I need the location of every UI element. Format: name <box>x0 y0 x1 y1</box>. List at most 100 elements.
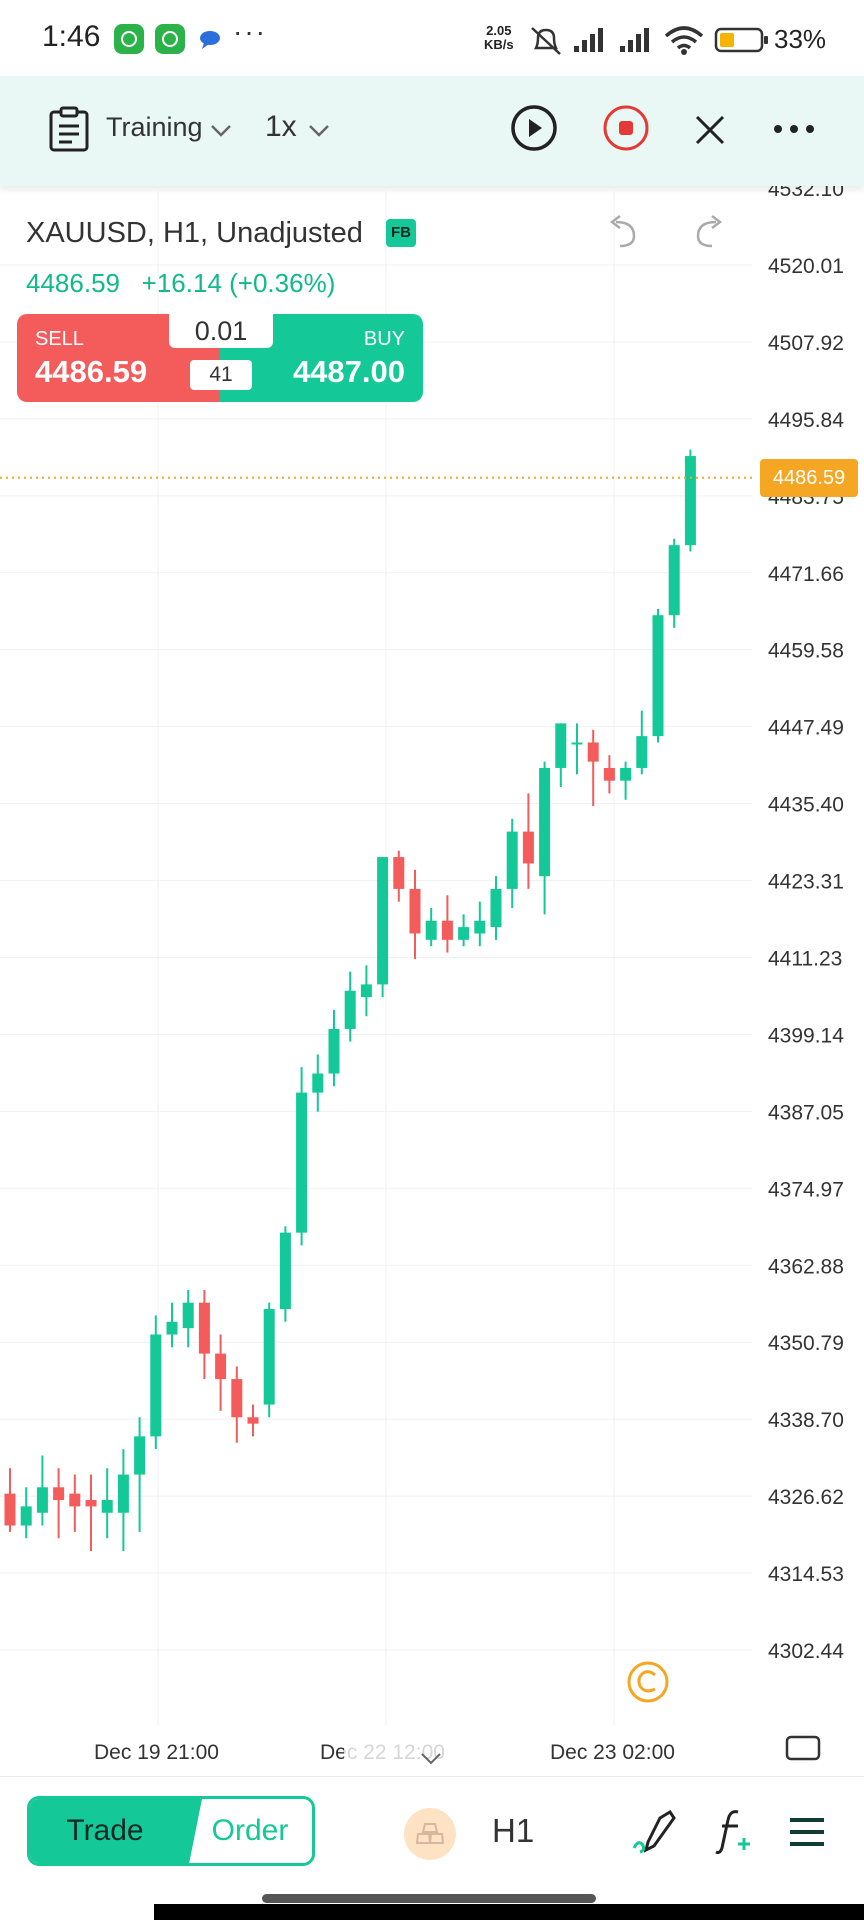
y-tick-label: 4495.84 <box>768 409 844 432</box>
y-tick-label: 4471.66 <box>768 563 844 586</box>
fullscreen-icon[interactable] <box>785 1734 821 1762</box>
candle-body <box>636 736 648 768</box>
chevron-down-icon[interactable] <box>420 1752 442 1766</box>
x-axis-handle[interactable] <box>344 1740 520 1774</box>
trade-order-switch[interactable]: Trade Order <box>27 1796 315 1866</box>
candle-body <box>279 1232 291 1310</box>
candle-body <box>182 1302 194 1329</box>
candle-body <box>101 1500 113 1513</box>
candle-body <box>20 1506 32 1526</box>
candle-body <box>344 990 356 1029</box>
y-tick-label: 4399.14 <box>768 1024 844 1047</box>
current-price-tag-label: 4486.59 <box>772 467 846 489</box>
y-tick-label: 4435.40 <box>768 794 844 817</box>
y-tick-label: 4532.10 <box>768 186 844 201</box>
bell-muted-icon <box>531 27 561 55</box>
whatsapp-icon <box>114 24 144 54</box>
y-tick-label: 4423.31 <box>768 871 844 894</box>
candle-body <box>231 1379 243 1418</box>
wifi-icon <box>664 26 704 55</box>
undo-icon[interactable] <box>606 214 640 250</box>
y-tick-label: 4326.62 <box>768 1486 844 1509</box>
gold-bars-icon[interactable] <box>404 1808 456 1860</box>
fb-badge: FB <box>386 219 416 247</box>
symbol-title[interactable]: XAUUSD, H1, Unadjusted <box>26 217 363 249</box>
sell-price: 4486.59 <box>35 354 148 389</box>
candle-body <box>490 888 502 928</box>
candle-body <box>117 1474 129 1513</box>
candle-body <box>53 1487 65 1501</box>
clipboard-icon[interactable] <box>48 106 92 154</box>
tab-trade[interactable] <box>30 1799 188 1863</box>
whatsapp-business-icon <box>155 24 185 54</box>
y-tick-label: 4338.70 <box>768 1409 844 1432</box>
menu-icon[interactable] <box>788 1816 826 1848</box>
chevron-down-icon[interactable] <box>308 124 330 138</box>
sell-button[interactable]: SELL 4486.59 <box>17 314 220 402</box>
more-options-icon[interactable] <box>772 122 816 136</box>
network-speed-unit: KB/s <box>484 37 514 52</box>
candle-body <box>166 1321 178 1335</box>
timeframe-selector[interactable]: H1 <box>492 1812 535 1849</box>
candle-body <box>603 767 615 781</box>
stop-record-button[interactable] <box>602 104 650 152</box>
candle-body <box>263 1309 275 1405</box>
candle-body <box>360 984 372 998</box>
buy-price: 4487.00 <box>292 354 405 389</box>
candle-body <box>134 1436 146 1475</box>
price-change-line: 4486.59 +16.14 (+0.36%) <box>26 268 335 299</box>
notification-more-icon: ··· <box>233 16 267 47</box>
y-tick-label: 4374.97 <box>768 1178 844 1201</box>
training-toolbar: Training 1x <box>0 76 864 186</box>
network-speed-value: 2.05 <box>486 23 512 38</box>
battery-percent: 33% <box>774 24 827 54</box>
candle-body <box>620 767 632 781</box>
candle-body <box>652 615 664 737</box>
y-tick-label: 4350.79 <box>768 1332 844 1355</box>
candle-body <box>215 1353 227 1380</box>
close-icon[interactable] <box>694 114 726 146</box>
network-speed: 2.05 KB/s <box>484 24 514 52</box>
play-button[interactable] <box>510 104 558 152</box>
tab-order[interactable]: Order <box>211 1814 289 1847</box>
lot-size-input[interactable]: 0.01 <box>169 314 273 348</box>
price-axis[interactable]: 4532.104520.014507.924495.844483.754471.… <box>768 186 844 1663</box>
y-tick-label: 4362.88 <box>768 1255 844 1278</box>
candle-body <box>198 1302 210 1354</box>
candle-body <box>555 723 567 768</box>
x-tick-label: Dec 23 02:00 <box>550 1741 675 1764</box>
candle-body <box>247 1417 259 1424</box>
indicator-icon[interactable] <box>714 1808 754 1856</box>
x-tick-label: Dec 19 21:00 <box>94 1741 219 1764</box>
candle-body <box>441 920 453 940</box>
chevron-down-icon[interactable] <box>210 124 232 138</box>
candle-body <box>377 857 389 985</box>
training-mode-dropdown[interactable]: Training <box>106 112 203 142</box>
y-tick-label: 4411.23 <box>768 947 842 970</box>
y-tick-label: 4387.05 <box>768 1101 844 1124</box>
home-indicator[interactable] <box>262 1894 596 1903</box>
candle-body <box>409 888 421 934</box>
draw-tool-icon[interactable] <box>632 1810 680 1856</box>
candle-body <box>474 920 486 934</box>
candle-body <box>458 927 470 940</box>
redo-icon[interactable] <box>692 214 726 250</box>
price-change: +16.14 (+0.36%) <box>141 268 336 298</box>
current-price-tag: 4486.59 <box>760 459 858 497</box>
playback-speed-dropdown[interactable]: 1x <box>265 110 297 143</box>
candles <box>4 449 696 1551</box>
signal-1-icon <box>574 28 603 52</box>
tab-trade-label[interactable]: Trade <box>66 1814 144 1847</box>
candle-body <box>539 767 551 877</box>
status-time: 1:46 <box>42 20 101 53</box>
candle-body <box>4 1493 16 1526</box>
y-tick-label: 4507.92 <box>768 332 844 355</box>
gold-bars-glyph <box>416 1823 444 1844</box>
candle-body <box>69 1493 81 1507</box>
candle-body <box>85 1500 97 1507</box>
candlestick-chart[interactable]: 4532.104520.014507.924495.844483.754471.… <box>0 186 864 1736</box>
copyright-icon <box>627 1661 669 1703</box>
system-nav-strip <box>154 1904 864 1920</box>
candle-body <box>587 742 599 762</box>
status-bar: 1:46 ··· 2.05 KB/s 33% <box>0 0 864 76</box>
